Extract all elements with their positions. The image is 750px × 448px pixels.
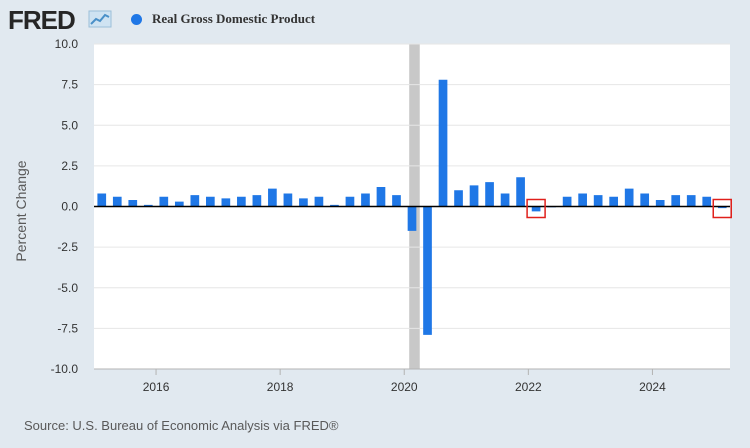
bar-2017Q1 (221, 198, 231, 207)
bar-2016Q4 (205, 196, 215, 207)
bar-2024Q3 (686, 195, 696, 207)
legend-series-marker (131, 13, 142, 25)
bar-2019Q3 (376, 187, 386, 207)
bar-2015Q2 (112, 196, 122, 207)
x-tick-label: 2018 (267, 380, 294, 394)
bar-2021Q3 (500, 193, 510, 207)
fred-sparkline-icon (88, 10, 112, 28)
bar-2020Q4 (454, 190, 463, 207)
x-tick-label: 2022 (515, 380, 542, 394)
bar-2016Q1 (159, 196, 169, 207)
bar-2022Q4 (578, 193, 587, 207)
bar-2019Q4 (392, 195, 401, 207)
bar-2020Q1 (407, 206, 417, 231)
y-tick-label: -10.0 (51, 362, 79, 376)
y-tick-label: 0.0 (61, 200, 78, 214)
bar-2015Q4 (143, 204, 153, 207)
bar-2018Q1 (283, 193, 293, 207)
bar-2022Q3 (562, 196, 572, 207)
source-note: Source: U.S. Bureau of Economic Analysis… (24, 418, 339, 433)
bar-2021Q1 (469, 185, 479, 207)
bar-2023Q2 (609, 196, 619, 207)
y-tick-label: 10.0 (55, 37, 79, 51)
y-tick-label: -7.5 (57, 321, 78, 335)
bar-2015Q3 (128, 200, 138, 207)
bar-2015Q1 (97, 193, 107, 207)
bar-2024Q1 (655, 200, 665, 207)
legend-series-label: Real Gross Domestic Product (152, 11, 316, 26)
highlight-box-2022Q1 (526, 198, 546, 219)
bar-2018Q4 (330, 204, 339, 207)
bar-2023Q3 (624, 188, 634, 207)
x-tick-label: 2020 (391, 380, 418, 394)
bar-2017Q4 (268, 188, 277, 207)
bar-2019Q2 (361, 193, 370, 207)
bar-2024Q4 (702, 196, 712, 207)
bar-2025Q1 (717, 206, 727, 209)
bar-2023Q4 (640, 193, 650, 207)
bar-2019Q1 (345, 196, 355, 207)
bar-2020Q2 (423, 206, 432, 335)
y-tick-label: 2.5 (61, 159, 78, 173)
bar-2016Q2 (174, 201, 184, 207)
bar-2024Q2 (671, 195, 681, 207)
bar-2017Q3 (252, 195, 262, 207)
bar-2021Q4 (516, 177, 525, 207)
bar-2018Q2 (299, 198, 308, 207)
fred-logo[interactable]: FRED (8, 5, 76, 35)
legend: Real Gross Domestic Product (131, 11, 315, 27)
bar-2023Q1 (593, 195, 603, 207)
y-tick-label: 7.5 (61, 78, 78, 92)
bar-2020Q3 (438, 79, 448, 207)
x-tick-label: 2024 (639, 380, 666, 394)
highlight-box-2025Q1 (712, 198, 732, 219)
bar-2021Q2 (485, 182, 494, 207)
bar-2022Q1 (531, 206, 541, 212)
bar-2016Q3 (190, 195, 200, 207)
bar-2017Q2 (237, 196, 246, 207)
y-tick-label: -2.5 (57, 240, 78, 254)
x-tick-label: 2016 (143, 380, 170, 394)
y-tick-label: 5.0 (61, 118, 78, 132)
chart-header: FRED Real Gross Domestic Product (0, 0, 750, 40)
bar-2018Q3 (314, 196, 324, 207)
y-tick-label: -5.0 (57, 281, 78, 295)
